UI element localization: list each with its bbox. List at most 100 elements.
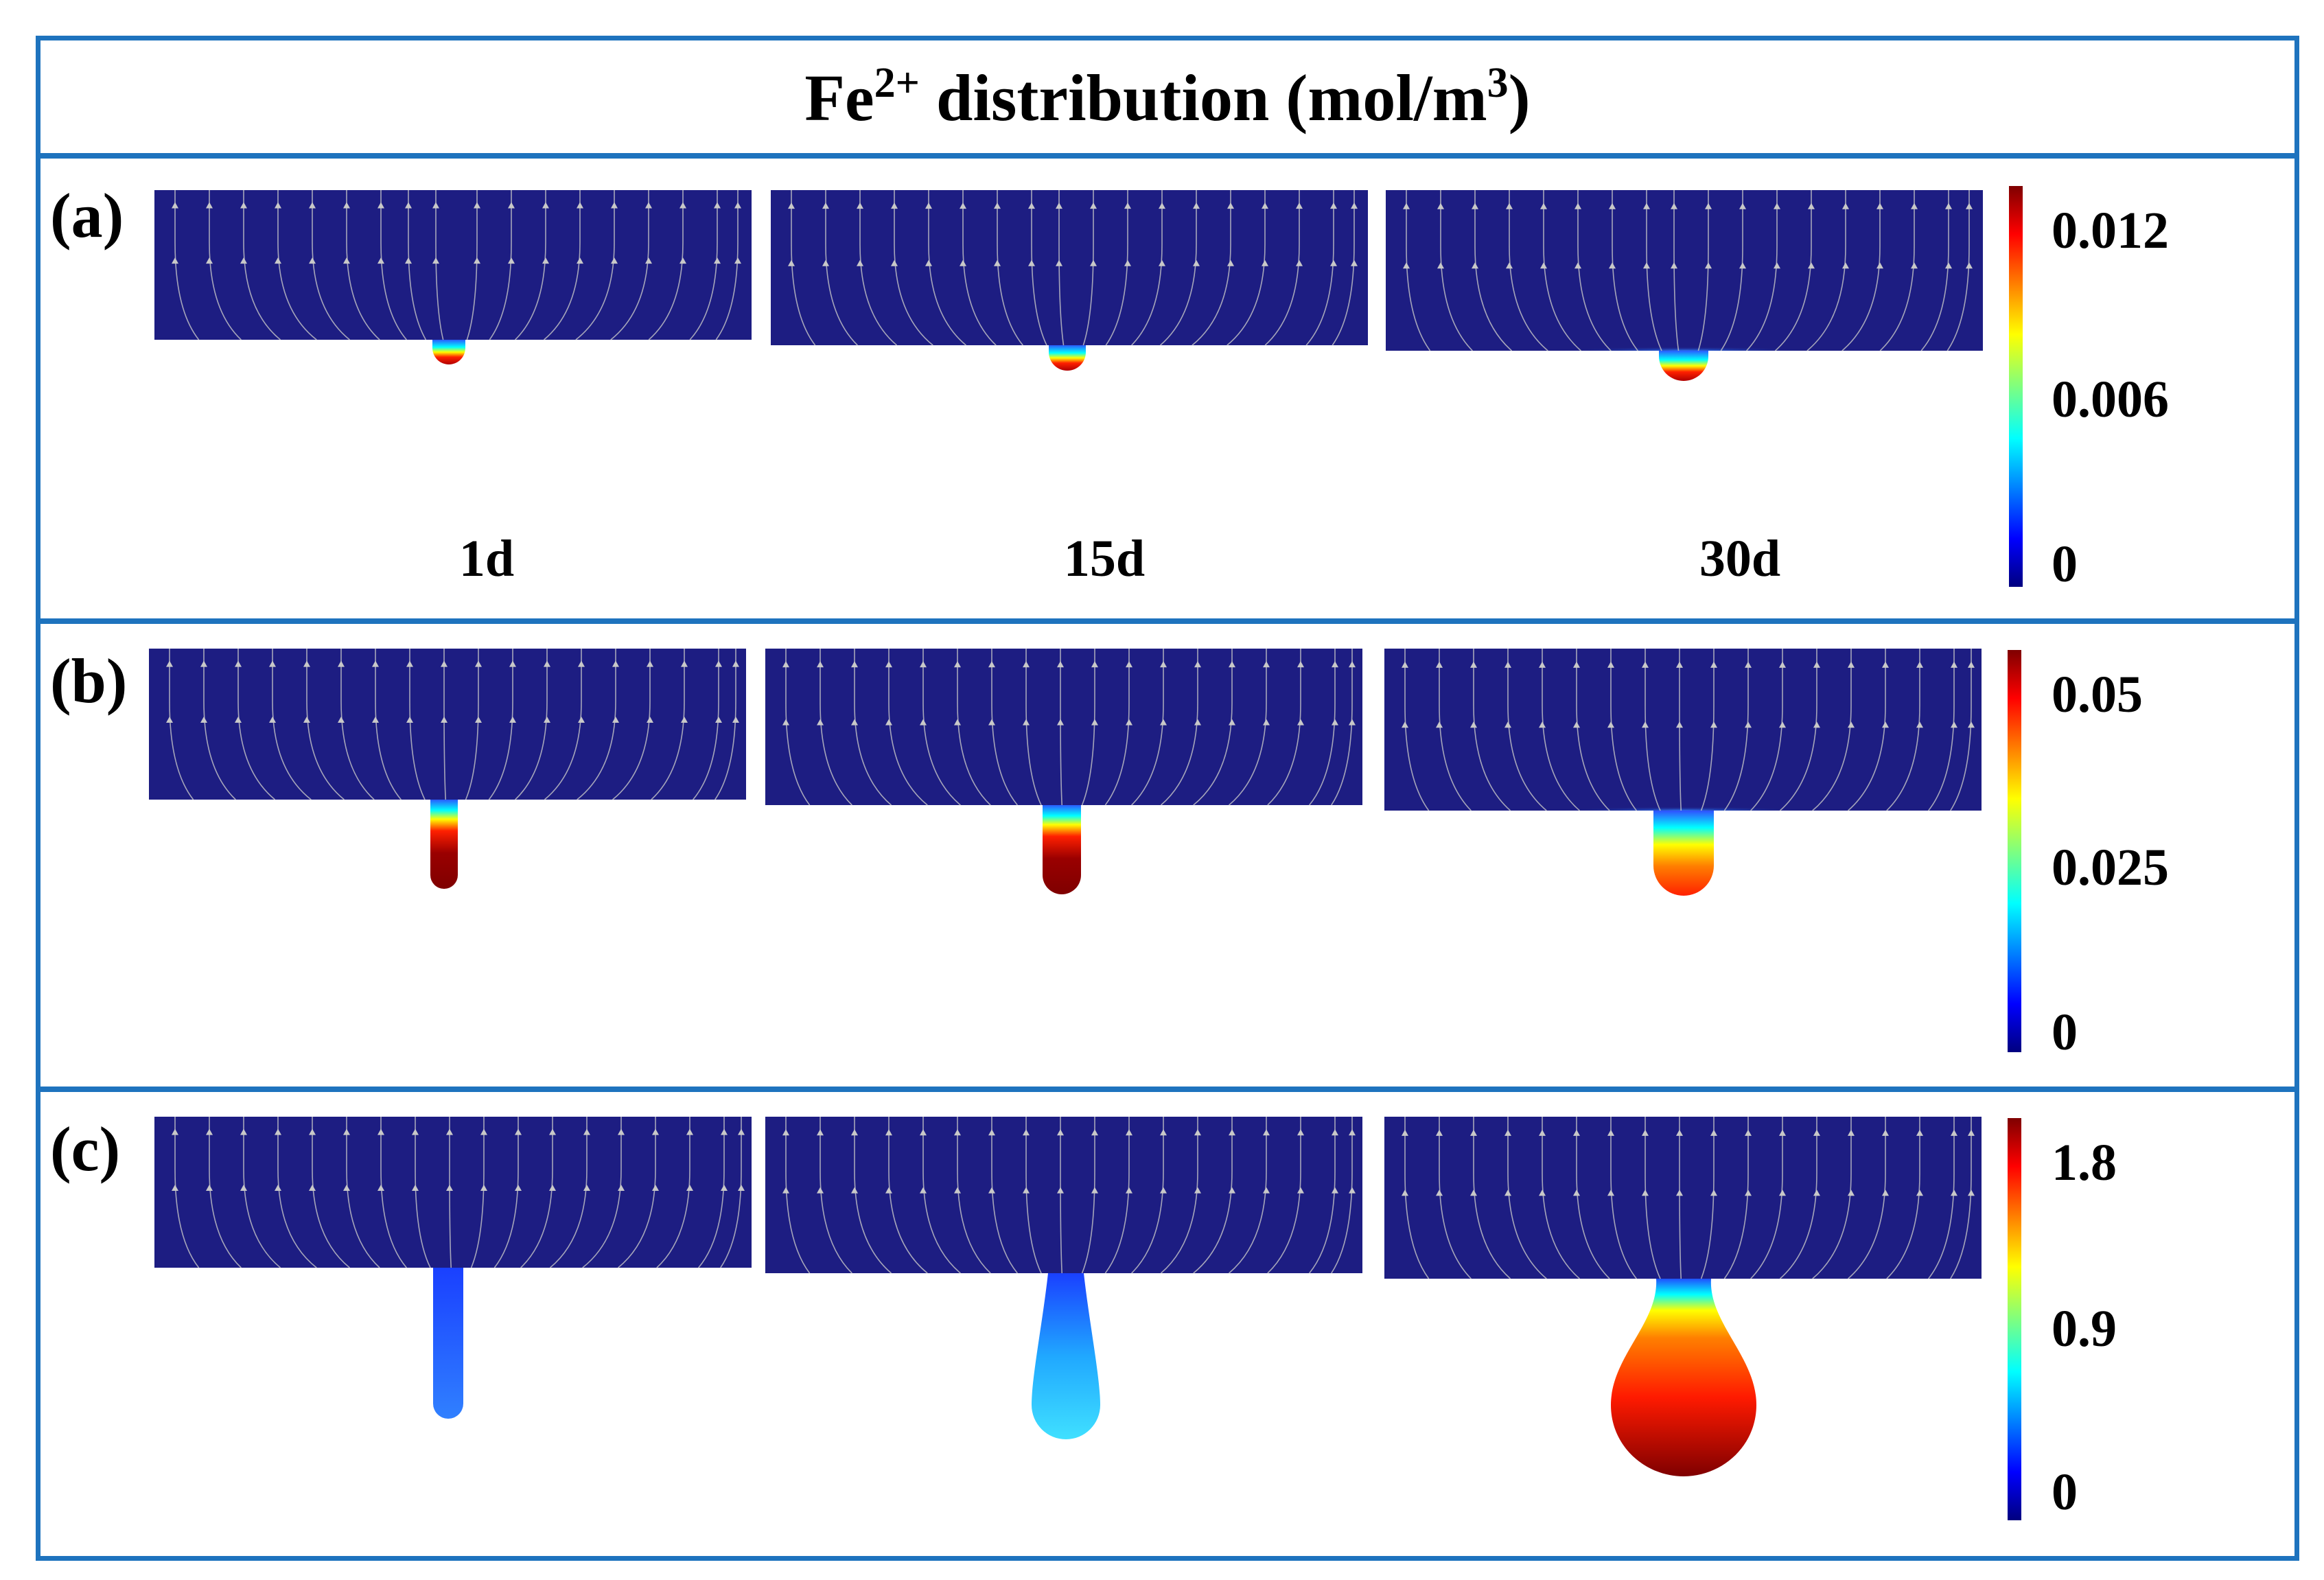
streamline-arrow — [1436, 1189, 1443, 1196]
streamline-arrow — [1263, 1129, 1270, 1136]
streamline — [1812, 649, 1852, 811]
streamline — [1060, 1117, 1063, 1274]
streamline — [820, 649, 852, 806]
streamline-arrow — [1403, 262, 1410, 269]
streamline — [1879, 190, 1915, 351]
streamline-arrow — [647, 717, 653, 723]
streamline-arrow — [1349, 719, 1356, 725]
streamline-arrow — [1539, 1189, 1546, 1196]
sim-c-15d — [765, 1117, 1362, 1439]
streamline-arrow — [1126, 1129, 1132, 1136]
streamline-arrow — [172, 1128, 178, 1135]
day-label-15d: 15d — [1063, 530, 1146, 588]
streamline-arrow — [1227, 259, 1234, 266]
streamline-arrow — [652, 1185, 659, 1191]
streamline — [1227, 190, 1266, 346]
streamline-arrow — [1436, 721, 1443, 728]
streamline — [1886, 1117, 1920, 1279]
streamline-arrow — [1573, 721, 1580, 728]
streamline — [1610, 1117, 1637, 1279]
streamline-arrow — [377, 257, 384, 264]
streamline-arrow — [954, 719, 961, 725]
streamline-arrow — [1126, 1187, 1132, 1194]
streamline-arrow — [1745, 1189, 1752, 1196]
streamline-arrow — [645, 257, 652, 264]
streamline-arrow — [578, 660, 585, 667]
sim-b-1d — [149, 649, 746, 889]
streamline-arrow — [1023, 719, 1030, 725]
streamline-arrow — [994, 259, 1001, 266]
streamline — [1723, 649, 1749, 811]
streamline-arrow — [1263, 719, 1270, 725]
streamline-arrow — [885, 661, 892, 668]
streamline-arrow — [1813, 1189, 1820, 1196]
streamline — [380, 1117, 407, 1268]
sim-a-30d — [1386, 190, 1983, 381]
streamline — [243, 1117, 281, 1268]
streamline-arrow — [1057, 1129, 1064, 1136]
streamline-arrow — [166, 660, 173, 667]
streamline — [1779, 1117, 1817, 1279]
streamline-arrow — [1436, 1129, 1443, 1136]
streamline-arrow — [1506, 262, 1513, 269]
streamline-arrow — [1882, 661, 1889, 668]
streamline-arrow — [406, 660, 413, 667]
streamline-arrow — [1966, 202, 1973, 209]
streamline-arrow — [686, 1128, 693, 1135]
streamline-arrow — [1124, 202, 1131, 209]
streamline-arrow — [309, 1128, 316, 1135]
streamline — [791, 190, 816, 346]
streamline — [1779, 649, 1817, 811]
streamline-arrow — [1540, 262, 1547, 269]
streamline-arrow — [1911, 202, 1918, 209]
streamline-arrow — [1332, 661, 1338, 668]
streamline-arrow — [1779, 1189, 1786, 1196]
streamline — [1160, 649, 1198, 806]
streamline-arrow — [377, 1128, 384, 1135]
streamline-arrow — [1968, 1129, 1975, 1136]
streamline-arrow — [343, 202, 350, 209]
streamline — [1576, 1117, 1610, 1279]
streamline-arrow — [1607, 1189, 1614, 1196]
streamline — [346, 1117, 380, 1268]
panel-label-c: (c) — [50, 1114, 121, 1184]
streamline-arrow — [1842, 202, 1849, 209]
streamline-arrow — [1882, 721, 1889, 728]
streamline — [174, 190, 200, 340]
streamline — [1192, 190, 1231, 346]
streamline — [1309, 1117, 1336, 1274]
streamline-arrow — [851, 1187, 858, 1194]
streamline-arrow — [1229, 1187, 1235, 1194]
streamline-arrow — [542, 202, 549, 209]
streamline-arrow — [1779, 1129, 1786, 1136]
streamline-arrow — [1126, 661, 1132, 668]
streamline-arrow — [577, 257, 583, 264]
streamline — [1131, 1117, 1164, 1274]
streamline-arrow — [1090, 202, 1097, 209]
streamline — [1473, 649, 1511, 811]
streamline-arrow — [920, 1187, 927, 1194]
colorbar-c-tick-mid: 0.9 — [2052, 1300, 2117, 1358]
streamline — [859, 190, 898, 346]
streamline-arrow — [1609, 202, 1616, 209]
streamline — [277, 190, 317, 340]
figure-title: Fe2+ distribution (mol/m3) — [804, 60, 1531, 135]
streamline-arrow — [1262, 202, 1268, 209]
streamline-arrow — [1194, 1129, 1201, 1136]
streamline-arrow — [544, 660, 550, 667]
streamline — [520, 1117, 553, 1268]
streamline — [1947, 190, 1970, 351]
streamline-arrow — [817, 661, 824, 668]
streamline-arrow — [235, 660, 242, 667]
streamline-arrow — [1848, 1189, 1855, 1196]
streamline — [1928, 1117, 1955, 1279]
streamline — [169, 649, 194, 800]
streamline-arrow — [372, 660, 379, 667]
streamline — [698, 1117, 725, 1268]
streamline-arrow — [1951, 721, 1957, 728]
streamline-arrow — [954, 661, 961, 668]
streamline — [1193, 1117, 1233, 1274]
streamline-arrow — [309, 1185, 316, 1191]
streamline-arrow — [960, 259, 966, 266]
streamline-arrow — [1349, 1129, 1356, 1136]
